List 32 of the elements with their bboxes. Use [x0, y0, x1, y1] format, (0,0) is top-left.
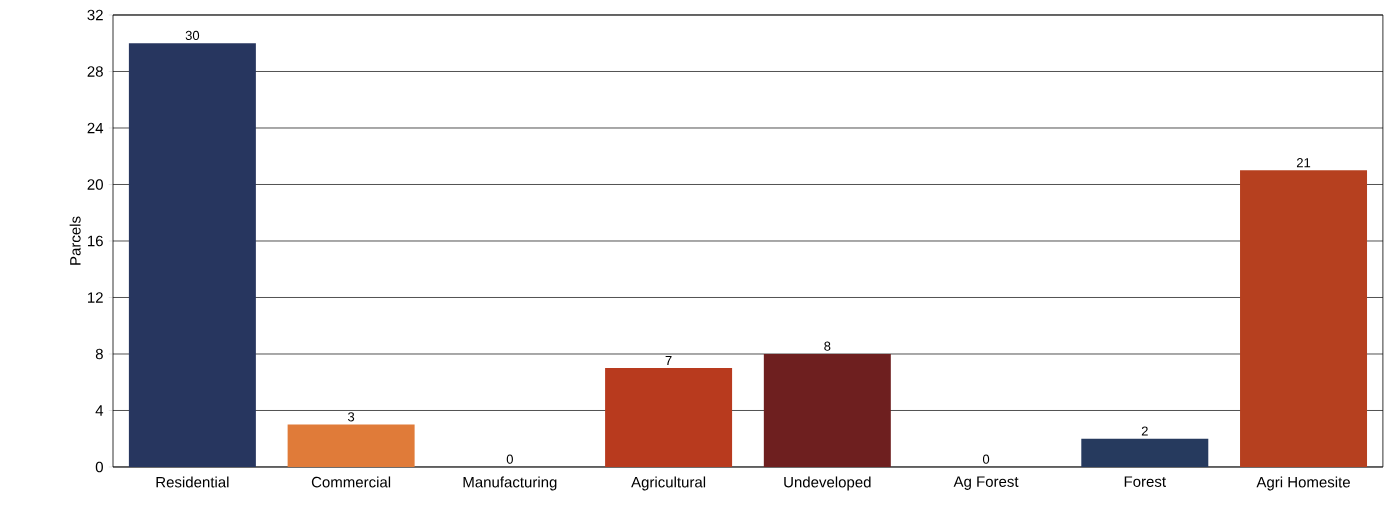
- bar: [128, 43, 256, 467]
- data-label: 0: [982, 454, 990, 464]
- data-label: 30: [185, 30, 200, 41]
- x-tick-label: Forest: [1124, 476, 1166, 487]
- y-tick-label: 0: [95, 461, 103, 473]
- y-tick-label: 8: [95, 348, 103, 360]
- y-tick-label: 20: [87, 179, 103, 190]
- bar: [605, 368, 733, 467]
- data-label: 7: [665, 355, 672, 365]
- y-tick-label: 4: [95, 405, 104, 416]
- x-tick-label: Agricultural: [631, 476, 706, 491]
- data-label: 0: [506, 454, 513, 464]
- y-tick-label: 28: [87, 66, 103, 77]
- data-label: 8: [824, 341, 831, 351]
- x-tick-label: Residential: [156, 476, 229, 488]
- x-tick-label: Commercial: [311, 476, 391, 488]
- x-tick-label: Undeveloped: [784, 476, 871, 491]
- bar: [1240, 170, 1368, 467]
- bar: [763, 353, 891, 467]
- y-tick-label: 24: [87, 122, 104, 134]
- bar: [1081, 438, 1209, 467]
- data-label: 3: [348, 412, 355, 422]
- data-label: 21: [1296, 158, 1311, 168]
- x-tick-label: Agri Homesite: [1256, 476, 1350, 491]
- x-tick-label: Ag Forest: [953, 476, 1019, 490]
- data-label: 2: [1141, 426, 1148, 436]
- y-tick-label: 16: [88, 235, 103, 247]
- y-axis-title: Parcels: [69, 216, 81, 265]
- x-tick-label: Manufacturing: [463, 476, 557, 491]
- bar: [287, 424, 415, 467]
- y-tick-label: 12: [88, 292, 103, 303]
- y-tick-label: 32: [87, 9, 103, 21]
